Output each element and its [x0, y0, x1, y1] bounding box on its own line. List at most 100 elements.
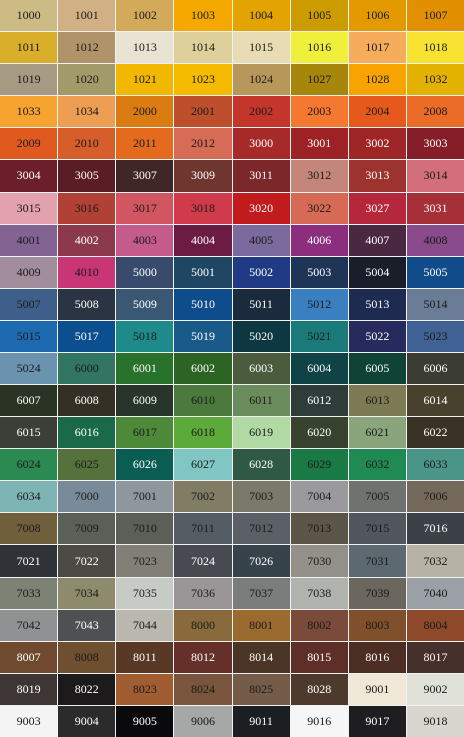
color-swatch: 8022 [58, 673, 116, 705]
color-swatch: 5017 [58, 320, 116, 352]
color-swatch: 7024 [174, 545, 232, 577]
color-swatch: 3004 [0, 160, 58, 192]
color-swatch: 9006 [174, 705, 232, 737]
color-swatch: 8016 [348, 641, 406, 673]
color-swatch: 8007 [0, 641, 58, 673]
color-swatch: 5020 [232, 320, 290, 352]
color-swatch: 5014 [406, 288, 464, 320]
color-swatch: 6016 [58, 417, 116, 449]
color-swatch: 7035 [116, 577, 174, 609]
color-swatch: 8017 [406, 641, 464, 673]
color-swatch: 7037 [232, 577, 290, 609]
color-swatch: 3003 [406, 128, 464, 160]
color-swatch: 1006 [348, 0, 406, 32]
color-swatch: 7044 [116, 609, 174, 641]
color-swatch: 1033 [0, 96, 58, 128]
color-swatch: 3014 [406, 160, 464, 192]
color-swatch: 7011 [174, 513, 232, 545]
color-swatch: 1021 [116, 64, 174, 96]
color-swatch: 8000 [174, 609, 232, 641]
color-swatch: 3017 [116, 192, 174, 224]
color-swatch: 7039 [348, 577, 406, 609]
color-swatch: 5000 [116, 256, 174, 288]
color-swatch: 9016 [290, 705, 348, 737]
color-swatch: 9001 [348, 673, 406, 705]
color-swatch: 8025 [232, 673, 290, 705]
color-swatch: 5015 [0, 320, 58, 352]
color-swatch: 5012 [290, 288, 348, 320]
color-swatch: 5023 [406, 320, 464, 352]
color-swatch: 2002 [232, 96, 290, 128]
color-swatch: 3011 [232, 160, 290, 192]
color-swatch: 6018 [174, 417, 232, 449]
color-swatch: 4008 [406, 224, 464, 256]
color-swatch: 6004 [290, 352, 348, 385]
color-swatch: 2010 [58, 128, 116, 160]
color-swatch: 1013 [116, 32, 174, 64]
color-swatch: 6006 [406, 352, 464, 385]
color-swatch: 5001 [174, 256, 232, 288]
color-swatch: 5024 [0, 352, 58, 385]
color-swatch: 7000 [58, 481, 116, 513]
color-swatch: 8001 [232, 609, 290, 641]
color-swatch: 6027 [174, 449, 232, 481]
color-swatch: 1001 [58, 0, 116, 32]
color-swatch: 2008 [406, 96, 464, 128]
color-swatch: 8028 [290, 673, 348, 705]
color-swatch: 8002 [290, 609, 348, 641]
color-swatch: 8012 [174, 641, 232, 673]
color-swatch: 9005 [116, 705, 174, 737]
color-swatch: 8004 [406, 609, 464, 641]
color-swatch: 2009 [0, 128, 58, 160]
color-swatch: 7012 [232, 513, 290, 545]
color-swatch: 8019 [0, 673, 58, 705]
color-swatch: 3012 [290, 160, 348, 192]
color-swatch: 6003 [232, 352, 290, 385]
color-swatch: 7036 [174, 577, 232, 609]
color-swatch: 6022 [406, 417, 464, 449]
color-swatch: 1002 [116, 0, 174, 32]
color-swatch: 2003 [290, 96, 348, 128]
color-swatch: 6028 [232, 449, 290, 481]
color-swatch: 4001 [0, 224, 58, 256]
color-swatch: 5008 [58, 288, 116, 320]
color-swatch: 6034 [0, 481, 58, 513]
color-swatch: 7013 [290, 513, 348, 545]
color-swatch: 8014 [232, 641, 290, 673]
color-swatch: 5011 [232, 288, 290, 320]
color-swatch: 2001 [174, 96, 232, 128]
color-swatch: 5022 [348, 320, 406, 352]
color-swatch: 7042 [0, 609, 58, 641]
color-swatch: 7022 [58, 545, 116, 577]
color-swatch: 6002 [174, 352, 232, 385]
color-swatch: 4004 [174, 224, 232, 256]
color-swatch: 7008 [0, 513, 58, 545]
color-swatch: 7038 [290, 577, 348, 609]
color-swatch: 1034 [58, 96, 116, 128]
color-swatch: 6005 [348, 352, 406, 385]
color-swatch: 5007 [0, 288, 58, 320]
color-swatch: 7023 [116, 545, 174, 577]
color-swatch: 1016 [290, 32, 348, 64]
color-swatch: 7004 [290, 481, 348, 513]
color-swatch: 6020 [290, 417, 348, 449]
color-swatch: 7001 [116, 481, 174, 513]
color-swatch: 3007 [116, 160, 174, 192]
color-swatch: 2012 [174, 128, 232, 160]
color-swatch: 3031 [406, 192, 464, 224]
color-swatch: 2011 [116, 128, 174, 160]
color-swatch: 3000 [232, 128, 290, 160]
color-swatch: 4003 [116, 224, 174, 256]
color-swatch: 6029 [290, 449, 348, 481]
color-swatch: 7032 [406, 545, 464, 577]
color-swatch: 7026 [232, 545, 290, 577]
color-swatch: 1004 [232, 0, 290, 32]
color-swatch: 9018 [406, 705, 464, 737]
color-swatch: 7015 [348, 513, 406, 545]
color-swatch: 6019 [232, 417, 290, 449]
color-swatch: 2004 [348, 96, 406, 128]
color-swatch: 6008 [58, 385, 116, 417]
color-swatch: 7005 [348, 481, 406, 513]
color-swatch: 3005 [58, 160, 116, 192]
